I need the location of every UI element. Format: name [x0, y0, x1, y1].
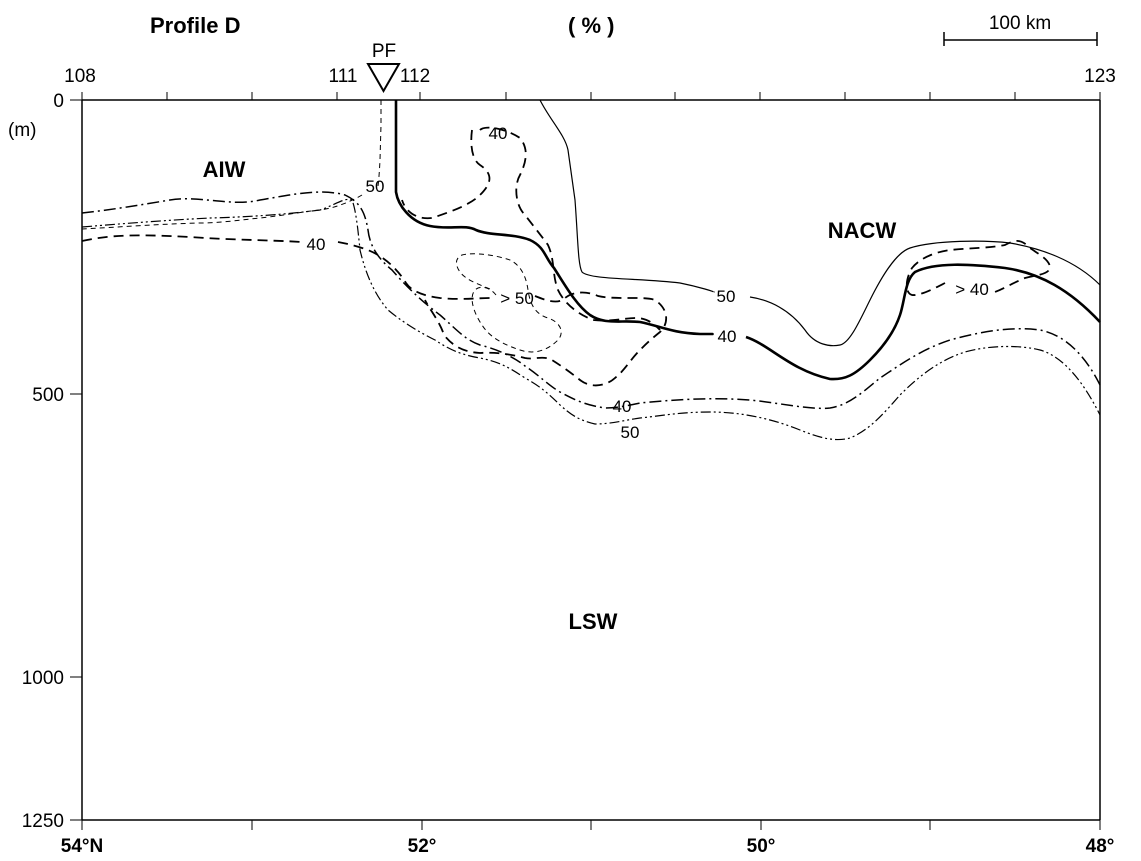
- contours: [81, 99, 1101, 441]
- top-tick-label-112: 112: [400, 66, 430, 87]
- depth-tick-label-1250: 1250: [22, 811, 64, 832]
- contour-line-50-dashdotdot: [81, 198, 1101, 441]
- contour-label-9: 40: [307, 235, 326, 254]
- water-mass-lsw: LSW: [569, 609, 618, 634]
- contour-line-50-dashed-thin-top: [81, 100, 382, 230]
- depth-tick-label-1000: 1000: [22, 668, 64, 689]
- contour-line-40-solid-thick: [394, 100, 1101, 381]
- contour-line-50-dashed-thin-mid: [456, 253, 562, 353]
- contour-label-7: 40: [613, 397, 632, 416]
- scale-bar-label: 100 km: [989, 13, 1051, 34]
- bottom-tick-label-48: 48°: [1086, 836, 1115, 857]
- bottom-tick-label-50: 50°: [747, 836, 776, 857]
- contour-label-6: 50: [621, 423, 640, 442]
- top-tick-label-123: 123: [1084, 66, 1116, 87]
- scale-bar: 100 km: [943, 13, 1098, 46]
- contour-label-5: > 50: [500, 289, 534, 308]
- depth-tick-label-500: 500: [32, 385, 64, 406]
- bottom-tick-label-54: 54°N: [61, 836, 103, 857]
- contour-line-40-dashdot: [81, 191, 1101, 410]
- contour-line-40-dashed-lower: [81, 234, 668, 387]
- contour-label-2: 50: [366, 177, 385, 196]
- left-axis-ticks: [70, 99, 82, 821]
- top-tick-label-111: 111: [329, 66, 358, 87]
- contour-label-8: > 40: [955, 280, 989, 299]
- bottom-axis-ticks: [81, 820, 1101, 830]
- contour-label-1: 40: [489, 124, 508, 143]
- contour-label-3: 50: [717, 287, 736, 306]
- contour-line-50-solid-thin: [539, 99, 1101, 347]
- water-mass-aiw: AIW: [203, 157, 246, 182]
- contour-line-40-dashed-right: [905, 239, 1051, 296]
- contour-line-40-dashed-inner: [401, 126, 661, 331]
- bottom-tick-label-52: 52°: [408, 836, 437, 857]
- chart-subtitle: ( % ): [568, 13, 614, 38]
- depth-tick-label-0: 0: [53, 91, 64, 112]
- front-label: PF: [372, 41, 396, 62]
- water-mass-nacw: NACW: [828, 218, 897, 243]
- contour-label-4: 40: [718, 327, 737, 346]
- chart-title: Profile D: [150, 13, 240, 38]
- depth-unit-label: (m): [8, 120, 36, 141]
- front-marker-triangle: [366, 63, 401, 94]
- top-tick-label-108: 108: [64, 66, 96, 87]
- top-axis-ticks: [81, 92, 1101, 100]
